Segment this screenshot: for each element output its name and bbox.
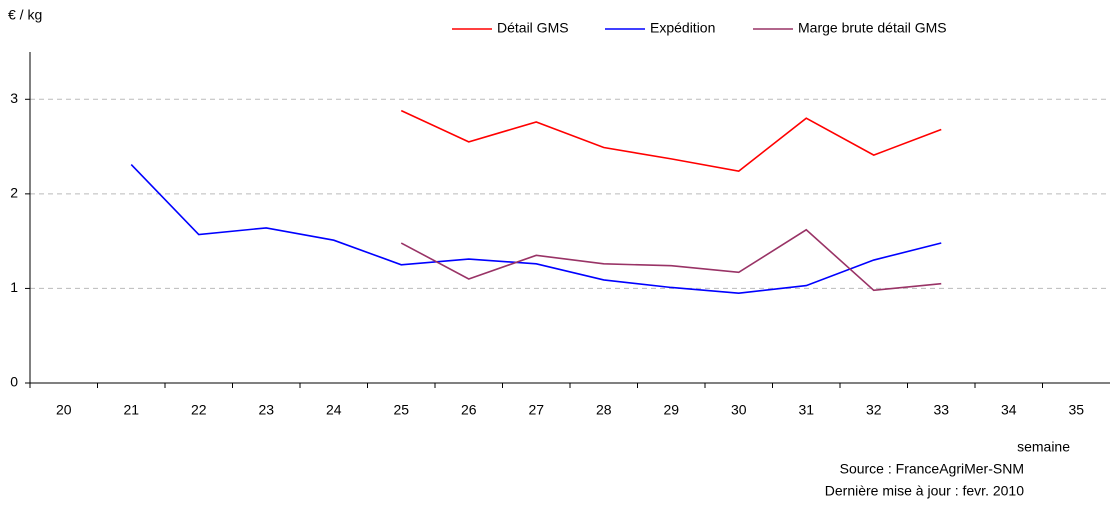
x-tick-label: 25 bbox=[393, 402, 409, 418]
x-tick-label: 24 bbox=[326, 402, 342, 418]
x-tick-label: 32 bbox=[866, 402, 882, 418]
series-line bbox=[400, 228, 942, 292]
series-line bbox=[400, 109, 942, 173]
y-tick-label: 1 bbox=[10, 279, 18, 295]
legend-label: Expédition bbox=[650, 20, 715, 36]
x-tick-label: 27 bbox=[528, 402, 544, 418]
series-line bbox=[130, 163, 942, 294]
y-tick-label: 3 bbox=[10, 90, 18, 106]
legend-label: Détail GMS bbox=[497, 20, 569, 36]
x-tick-label: 31 bbox=[798, 402, 814, 418]
x-tick-label: 26 bbox=[461, 402, 477, 418]
x-tick-label: 23 bbox=[258, 402, 274, 418]
x-tick-label: 33 bbox=[933, 402, 949, 418]
x-tick-label: 34 bbox=[1001, 402, 1017, 418]
x-tick-label: 29 bbox=[663, 402, 679, 418]
x-axis-label: semaine bbox=[1017, 439, 1070, 455]
x-tick-label: 30 bbox=[731, 402, 747, 418]
x-tick-label: 35 bbox=[1068, 402, 1084, 418]
y-tick-label: 2 bbox=[10, 185, 18, 201]
x-tick-label: 22 bbox=[191, 402, 207, 418]
x-tick-label: 20 bbox=[56, 402, 72, 418]
x-tick-label: 21 bbox=[123, 402, 139, 418]
y-tick-label: 0 bbox=[10, 374, 18, 390]
legend-label: Marge brute détail GMS bbox=[798, 20, 947, 36]
y-axis-label: € / kg bbox=[8, 7, 42, 23]
x-tick-label: 28 bbox=[596, 402, 612, 418]
source-note: Source : FranceAgriMer-SNM bbox=[840, 461, 1024, 477]
update-note: Dernière mise à jour : fevr. 2010 bbox=[825, 483, 1024, 499]
